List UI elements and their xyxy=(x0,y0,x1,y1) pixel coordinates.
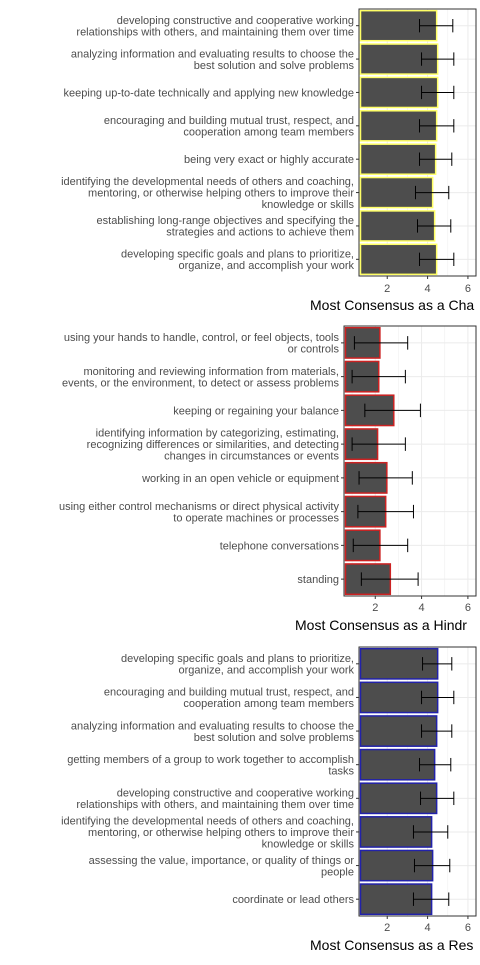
x-tick-label: 6 xyxy=(465,922,471,934)
bar xyxy=(359,816,433,848)
category-label: identifying the developmental needs of o… xyxy=(61,815,354,850)
x-axis-title: Most Consensus as a Hindr xyxy=(295,617,467,633)
category-label: coordinate or lead others xyxy=(232,894,354,906)
category-label: keeping or regaining your balance xyxy=(173,405,339,417)
category-label: developing constructive and cooperative … xyxy=(76,15,354,39)
x-tick-label: 2 xyxy=(384,283,390,295)
bar xyxy=(359,76,439,109)
x-axis-title: Most Consensus as a Cha xyxy=(310,297,474,313)
category-label: keeping up-to-date technically and apply… xyxy=(64,87,354,99)
category-label: being very exact or highly accurate xyxy=(184,154,354,166)
category-label: encouraging and building mutual trust, r… xyxy=(104,687,355,711)
category-label: identifying information by categorizing,… xyxy=(87,428,340,463)
x-axis-title: Most Consensus as a Res xyxy=(310,937,473,953)
x-tick-label: 4 xyxy=(425,283,431,295)
category-label: developing specific goals and plans to p… xyxy=(121,249,354,273)
x-tick-label: 4 xyxy=(419,602,425,614)
category-label: developing specific goals and plans to p… xyxy=(121,653,354,677)
category-label: assessing the value, importance, or qual… xyxy=(89,855,355,879)
category-label: encouraging and building mutual trust, r… xyxy=(104,115,355,139)
x-tick-label: 6 xyxy=(465,283,471,295)
panel-border xyxy=(358,8,477,277)
panel-border xyxy=(358,646,477,917)
bar xyxy=(359,143,437,175)
category-label: analyzing information and evaluating res… xyxy=(71,48,355,72)
x-tick-label: 4 xyxy=(425,922,431,934)
bar xyxy=(359,110,438,142)
category-label: establishing long-range objectives and s… xyxy=(97,215,354,239)
category-label: analyzing information and evaluating res… xyxy=(71,720,355,744)
category-label: standing xyxy=(297,574,339,586)
x-tick-label: 2 xyxy=(372,602,378,614)
x-tick-label: 2 xyxy=(384,922,390,934)
category-label: using either control mechanisms or direc… xyxy=(59,501,340,525)
category-label: getting members of a group to work toget… xyxy=(67,754,354,778)
x-tick-label: 6 xyxy=(465,602,471,614)
category-label: telephone conversations xyxy=(220,540,340,552)
category-label: identifying the developmental needs of o… xyxy=(61,176,354,211)
category-label: monitoring and reviewing information fro… xyxy=(62,366,339,390)
chart-panel-2: using your hands to handle, control, or … xyxy=(59,325,477,633)
category-label: using your hands to handle, control, or … xyxy=(64,332,340,356)
category-label: developing constructive and cooperative … xyxy=(76,788,354,812)
chart-panel-1: developing constructive and cooperative … xyxy=(61,8,477,313)
category-label: working in an open vehicle or equipment xyxy=(141,473,339,485)
chart-panel-3: developing specific goals and plans to p… xyxy=(61,646,477,953)
panel-border xyxy=(343,325,477,597)
